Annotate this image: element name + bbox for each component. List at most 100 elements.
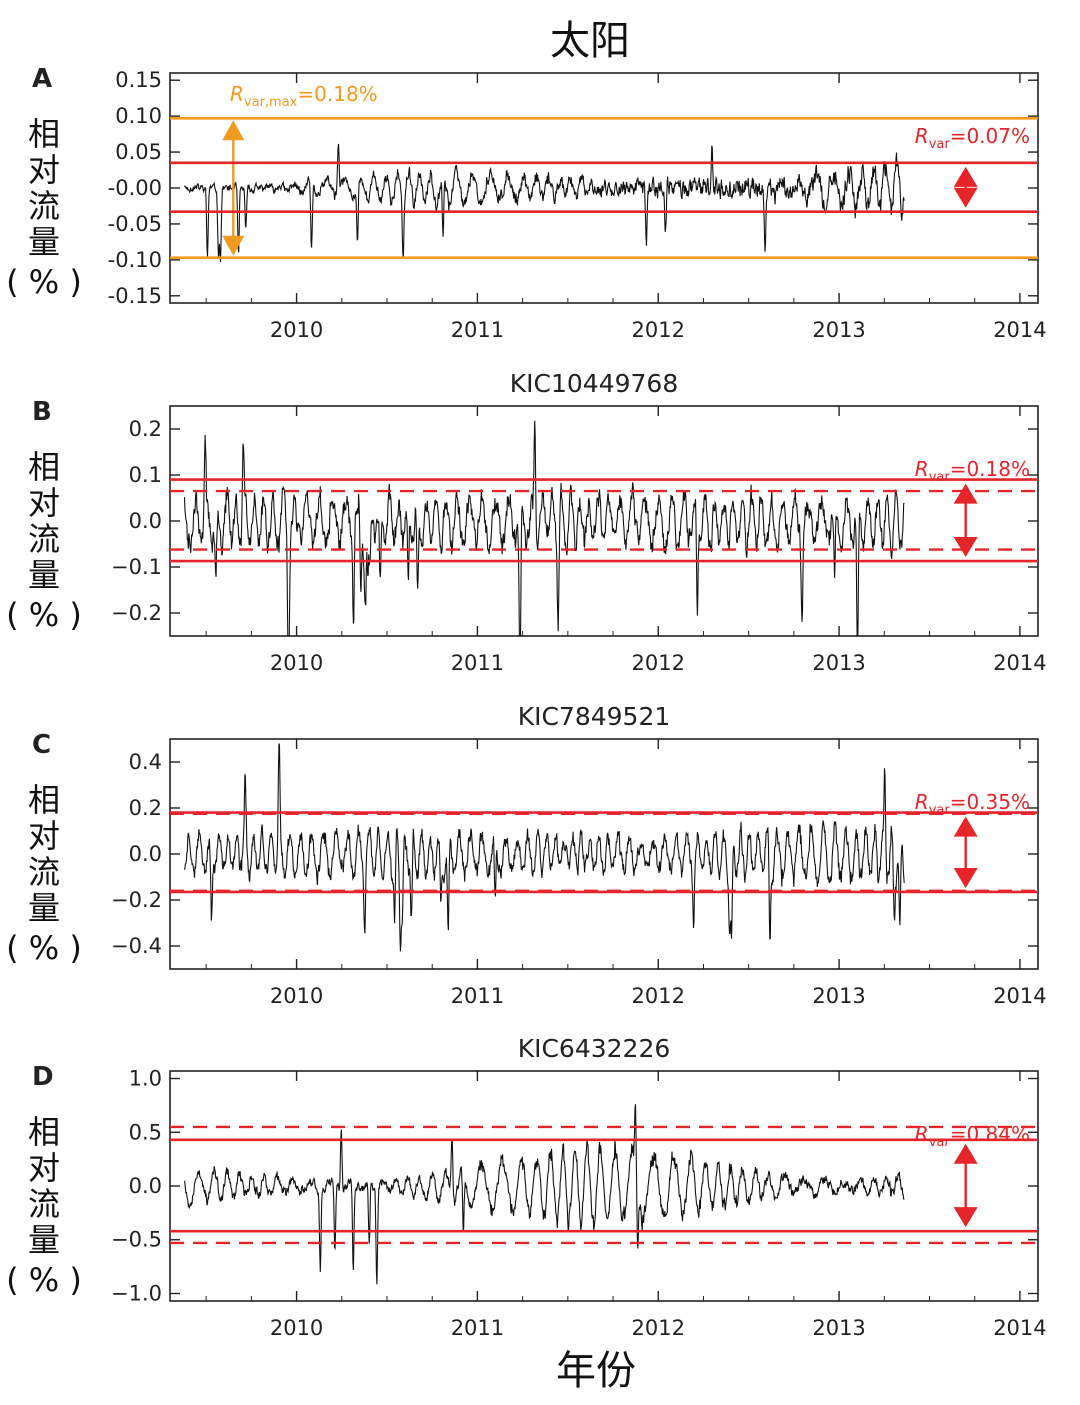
x-tick-label: 2014 bbox=[993, 984, 1046, 1008]
y-tick-label: 0.0 bbox=[129, 842, 162, 866]
rvar-label: Rvar=0.35% bbox=[915, 790, 1030, 818]
y-tick-label: −0.4 bbox=[111, 934, 162, 958]
y-tick-label: −0.5 bbox=[111, 1228, 162, 1252]
y-axis-label-char: 量 bbox=[28, 1221, 60, 1259]
x-tick-label: 2013 bbox=[812, 651, 865, 675]
y-tick-label: 0.4 bbox=[129, 750, 162, 774]
rvar-label-sub: var bbox=[929, 803, 951, 818]
panel-letter: C bbox=[32, 730, 51, 760]
x-tick-label: 2014 bbox=[993, 651, 1046, 675]
y-axis-label-char: 量 bbox=[28, 556, 60, 594]
plot-frame bbox=[169, 738, 1039, 970]
rvar-max-label-value: =0.18% bbox=[297, 82, 377, 106]
x-axis-label: 年份 bbox=[556, 1348, 636, 1394]
x-tick-label: 2012 bbox=[632, 1316, 685, 1340]
y-axis-label-char: 相 bbox=[28, 115, 60, 153]
rvar-arrowhead-down bbox=[953, 187, 978, 208]
y-tick-label: 0.2 bbox=[129, 417, 162, 441]
y-axis-label-char: 流 bbox=[28, 853, 60, 891]
y-tick-label: 0.0 bbox=[129, 1174, 162, 1198]
x-tick-label: 2011 bbox=[451, 984, 504, 1008]
y-axis-label-char: 量 bbox=[28, 889, 60, 927]
y-axis-label-char: 对 bbox=[28, 151, 60, 189]
rvar-label-sub: var bbox=[929, 1135, 951, 1150]
y-tick-label: 0.10 bbox=[115, 104, 162, 128]
y-tick-label: 0.1 bbox=[129, 463, 162, 487]
rvar-label-sub: var bbox=[929, 470, 951, 485]
y-tick-label: 0.15 bbox=[115, 68, 162, 92]
y-axis-label-char: 对 bbox=[28, 817, 60, 855]
rvar-label-value: =0.18% bbox=[950, 457, 1030, 481]
rvar-arrowhead-down bbox=[953, 867, 978, 888]
series-line bbox=[184, 143, 905, 263]
y-axis-label-char: 相 bbox=[28, 448, 60, 486]
x-tick-label: 2010 bbox=[270, 318, 323, 342]
rvar-max-label-r: R bbox=[230, 82, 244, 106]
panel-letter: D bbox=[32, 1062, 54, 1092]
y-axis-label-char: 对 bbox=[28, 1149, 60, 1187]
x-tick-label: 2013 bbox=[812, 318, 865, 342]
rvar-label-r: R bbox=[915, 457, 929, 481]
panel-title: KIC10449768 bbox=[510, 369, 678, 398]
x-tick-label: 2010 bbox=[270, 1316, 323, 1340]
y-tick-label: -0.05 bbox=[108, 212, 162, 236]
y-axis-label-unit: ( % ) bbox=[6, 263, 82, 301]
y-tick-label: -0.10 bbox=[108, 248, 162, 272]
y-tick-label: -0.15 bbox=[108, 284, 162, 308]
panel-title: KIC6432226 bbox=[518, 1034, 671, 1063]
rvar-max-arrowhead-down bbox=[222, 235, 245, 256]
y-axis-label-char: 相 bbox=[28, 781, 60, 819]
rvar-label-value: =0.07% bbox=[950, 124, 1030, 148]
series-line bbox=[183, 1104, 905, 1285]
rvar-arrowhead-up bbox=[953, 166, 978, 187]
y-tick-label: −1.0 bbox=[111, 1281, 162, 1305]
y-axis-label-char: 流 bbox=[28, 520, 60, 558]
series-line bbox=[183, 420, 905, 636]
rvar-arrowhead-down bbox=[953, 1207, 978, 1228]
x-tick-label: 2011 bbox=[451, 1316, 504, 1340]
rvar-label-value: =0.84% bbox=[950, 1122, 1030, 1146]
y-tick-label: −0.2 bbox=[111, 601, 162, 625]
y-tick-label: 0.0 bbox=[129, 509, 162, 533]
y-tick-label: −0.1 bbox=[111, 555, 162, 579]
y-tick-label: −0.2 bbox=[111, 888, 162, 912]
y-axis-label-unit: ( % ) bbox=[6, 1261, 82, 1299]
y-axis-label-char: 对 bbox=[28, 484, 60, 522]
x-tick-label: 2014 bbox=[993, 318, 1046, 342]
y-tick-label: 0.05 bbox=[115, 140, 162, 164]
x-tick-label: 2010 bbox=[270, 651, 323, 675]
x-tick-label: 2013 bbox=[812, 984, 865, 1008]
rvar-label: Rvar=0.07% bbox=[915, 124, 1030, 152]
y-tick-label: 0.2 bbox=[129, 796, 162, 820]
y-axis-label-char: 量 bbox=[28, 223, 60, 261]
y-tick-label: -0.00 bbox=[108, 176, 162, 200]
chart-title: 太阳 bbox=[550, 18, 630, 64]
x-tick-label: 2011 bbox=[451, 651, 504, 675]
rvar-label: Rvar=0.84% bbox=[915, 1122, 1030, 1150]
x-tick-label: 2010 bbox=[270, 984, 323, 1008]
rvar-label: Rvar=0.18% bbox=[915, 457, 1030, 485]
panel-letter: B bbox=[32, 397, 52, 427]
rvar-label-r: R bbox=[915, 790, 929, 814]
x-tick-label: 2012 bbox=[632, 984, 685, 1008]
rvar-arrowhead-up bbox=[953, 816, 978, 837]
plot-frame bbox=[169, 405, 1039, 637]
y-tick-label: 0.5 bbox=[129, 1120, 162, 1144]
y-axis-label-char: 流 bbox=[28, 1185, 60, 1223]
rvar-arrowhead-up bbox=[953, 483, 978, 504]
rvar-max-arrowhead-up bbox=[222, 120, 245, 141]
rvar-arrowhead-down bbox=[953, 537, 978, 558]
y-axis-label-unit: ( % ) bbox=[6, 596, 82, 634]
rvar-label-sub: var bbox=[929, 137, 951, 152]
rvar-label-r: R bbox=[915, 1122, 929, 1146]
